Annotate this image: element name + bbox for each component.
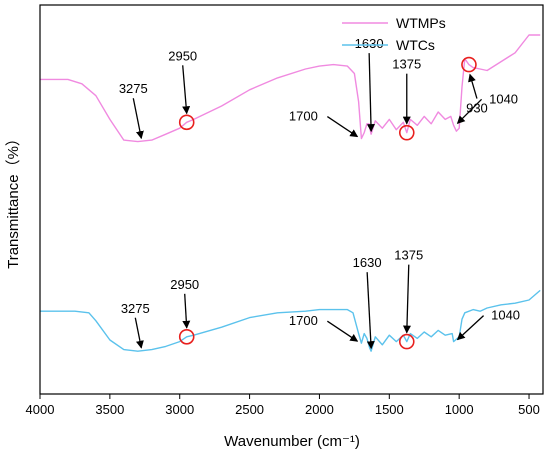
annotation-wtmps-1375-label: 1375 — [392, 57, 421, 72]
legend-label-wtmps: WTMPs — [396, 15, 446, 31]
annotation-wtcs-2950-label: 2950 — [170, 277, 199, 292]
annotation-wtmps-2950-label: 2950 — [168, 48, 197, 63]
x-tick-label: 2500 — [235, 402, 264, 417]
annotation-wtmps-1040-arrow — [456, 98, 483, 124]
annotation-wtcs-1700-label: 1700 — [289, 313, 318, 328]
plot-frame — [39, 4, 544, 395]
annotation-wtmps-3275-arrow — [132, 98, 144, 140]
annotation-wtcs-1040-label: 1040 — [491, 308, 520, 323]
x-tick-label: 2000 — [305, 402, 334, 417]
annotation-wtcs-2950-arrow — [182, 293, 191, 329]
annotation-wtcs-1375-label: 1375 — [394, 248, 423, 263]
y-axis-title: Transmittance（%） — [5, 131, 22, 269]
annotation-wtmps-2950-arrow — [182, 65, 191, 115]
annotation-wtmps-930-label: 930 — [466, 101, 488, 116]
annotation-wtmps-1700-arrow — [327, 116, 359, 138]
annotation-wtmps-930-arrow — [468, 73, 478, 99]
annotation-wtcs-1630-label: 1630 — [353, 255, 382, 270]
annotation-wtmps-1700-label: 1700 — [289, 109, 318, 124]
annotation-wtmps-930-circle — [461, 56, 477, 73]
annotation-wtcs-2950-circle — [178, 328, 195, 345]
x-tick-label: 4000 — [26, 402, 55, 417]
annotation-wtcs-1700-arrow — [327, 320, 359, 342]
x-tick-label: 1500 — [375, 402, 404, 417]
annotation-wtmps-1040-label: 1040 — [489, 91, 518, 106]
x-tick-label: 3500 — [95, 402, 124, 417]
annotation-wtmps-1375-circle — [398, 124, 415, 141]
x-tick-label: 1000 — [445, 402, 474, 417]
annotation-wtcs-1040-arrow — [456, 315, 485, 341]
annotation-wtcs-1375-arrow — [402, 264, 411, 334]
x-tick-label: 3000 — [165, 402, 194, 417]
legend-label-wtcs: WTCs — [396, 37, 435, 53]
x-tick-label: 500 — [518, 402, 540, 417]
series-line-wtcs — [40, 289, 541, 352]
annotation-wtcs-1375-circle — [398, 333, 415, 350]
annotation-wtmps-3275-label: 3275 — [119, 81, 148, 96]
annotation-wtmps-1630-arrow — [366, 53, 375, 133]
annotation-wtmps-2950-circle — [178, 114, 195, 131]
annotation-wtcs-3275-arrow — [134, 317, 144, 349]
annotation-wtcs-3275-label: 3275 — [121, 301, 150, 316]
annotation-wtmps-1630-label: 1630 — [355, 36, 384, 51]
annotation-wtcs-1630-arrow — [366, 272, 375, 350]
series-line-wtmps — [40, 34, 541, 143]
x-axis-title: Wavenumber (cm⁻¹) — [224, 433, 360, 450]
